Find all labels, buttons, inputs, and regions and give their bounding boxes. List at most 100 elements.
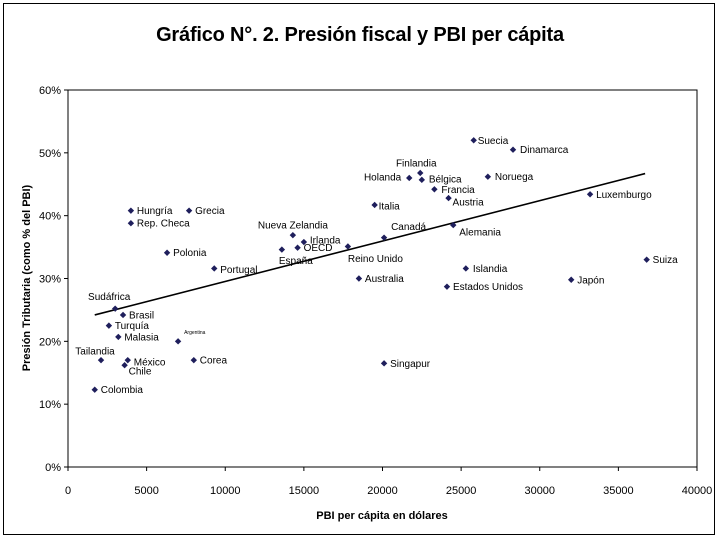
point-austria — [445, 194, 452, 202]
point-label-brasil: Brasil — [129, 310, 154, 321]
plot-border — [67, 89, 698, 468]
point-label-irlanda: Irlanda — [310, 236, 341, 247]
trendline — [94, 172, 646, 316]
point-islandia — [462, 265, 470, 272]
point-label-mexico: México — [134, 358, 166, 369]
point-label-espana: España — [279, 256, 313, 267]
point-label-oecd: OECD — [304, 243, 333, 254]
point-label-belgica: Bélgica — [429, 174, 462, 185]
point-label-tailandia: Tailandia — [75, 347, 115, 358]
point-noruega — [484, 173, 492, 180]
x-tick-label: 20000 — [367, 485, 398, 497]
point-alemania — [450, 221, 457, 229]
x-tick-label: 5000 — [134, 485, 158, 497]
point-dinamarca — [509, 146, 517, 153]
y-tick-label: 60% — [39, 85, 61, 97]
point-canada — [380, 234, 388, 241]
point-suecia — [470, 137, 477, 144]
x-tick-label: 40000 — [682, 485, 713, 497]
point-belgica — [418, 176, 426, 184]
point-label-reino-unido: Reino Unido — [348, 254, 403, 265]
x-tick-label: 35000 — [603, 485, 634, 497]
point-label-singapur: Singapur — [390, 359, 431, 370]
point-irlanda — [300, 238, 308, 246]
point-chile — [121, 362, 128, 369]
point-label-dinamarca: Dinamarca — [520, 145, 569, 156]
point-singapur — [380, 360, 388, 367]
point-label-polonia: Polonia — [173, 248, 207, 259]
point-label-argentina: Argentina — [184, 330, 206, 336]
point-sudafrica — [111, 305, 119, 312]
y-tick-label: 50% — [39, 148, 61, 160]
point-espana — [278, 246, 286, 253]
y-tick-label: 20% — [39, 336, 61, 348]
point-colombia — [91, 386, 98, 393]
point-label-canada: Canadá — [391, 222, 426, 233]
point-label-colombia: Colombia — [101, 385, 144, 396]
point-label-islandia: Islandia — [473, 264, 508, 275]
point-suiza — [643, 256, 650, 263]
point-brasil — [119, 311, 127, 319]
point-turquia — [105, 322, 113, 329]
point-label-corea: Corea — [200, 356, 228, 367]
x-tick-label: 15000 — [289, 485, 320, 497]
point-label-holanda: Holanda — [364, 172, 402, 183]
point-malasia — [115, 333, 122, 341]
plot-area — [67, 89, 698, 468]
point-label-japon: Japón — [577, 275, 604, 286]
point-polonia — [163, 249, 171, 256]
point-label-rep-checa: Rep. Checa — [137, 219, 190, 230]
point-argentina — [174, 338, 182, 345]
trendline-group — [94, 172, 646, 316]
x-axis-ticks: 0 5000 10000 15000 20000 25000 30000 35000 40000 — [65, 467, 712, 497]
point-label-malasia: Malasia — [124, 332, 159, 343]
point-label-finlandia: Finlandia — [396, 158, 437, 169]
x-axis-title: PBI per cápita en dólares — [316, 510, 447, 522]
point-label-australia: Australia — [365, 274, 404, 285]
y-tick-label: 0% — [45, 462, 61, 474]
point-label-chile: Chile — [129, 367, 152, 378]
y-axis-ticks: 0% 10% 20% 30% 40% 50% 60% — [39, 85, 68, 474]
point-label-sudafrica: Sudáfrica — [88, 292, 131, 303]
point-label-turquia: Turquía — [115, 321, 150, 332]
point-luxemburgo — [586, 191, 594, 198]
point-label-suecia: Suecia — [478, 136, 509, 147]
point-label-estados-unidos: Estados Unidos — [453, 282, 523, 293]
chart-title: Gráfico N°. 2. Presión fiscal y PBI per … — [156, 24, 564, 46]
point-label-hungria: Hungría — [137, 206, 173, 217]
x-tick-label: 25000 — [446, 485, 477, 497]
y-tick-label: 30% — [39, 274, 61, 286]
point-label-austria: Austria — [453, 198, 485, 209]
point-tailandia — [97, 356, 105, 364]
point-label-luxemburgo: Luxemburgo — [596, 190, 652, 201]
y-tick-label: 40% — [39, 211, 61, 223]
point-label-nueva-zelandia: Nueva Zelandia — [258, 221, 328, 232]
point-estados-unidos — [443, 283, 451, 290]
point-oecd — [294, 244, 301, 251]
x-tick-label: 10000 — [210, 485, 241, 497]
point-label-noruega: Noruega — [495, 172, 534, 183]
point-rep-checa — [127, 220, 135, 227]
y-axis-title: Presión Tributaria (como % del PBI) — [21, 184, 33, 371]
point-holanda — [406, 174, 413, 182]
point-label-francia: Francia — [441, 185, 475, 196]
point-australia — [355, 275, 363, 282]
point-italia — [371, 201, 378, 209]
point-label-italia: Italia — [379, 201, 401, 212]
point-hungria — [127, 207, 135, 214]
point-portugal — [211, 265, 218, 272]
point-japon — [568, 276, 575, 283]
point-francia — [431, 186, 438, 193]
x-tick-label: 30000 — [524, 485, 555, 497]
x-tick-label: 0 — [65, 485, 71, 497]
point-reino-unido — [344, 243, 352, 250]
point-finlandia — [417, 169, 424, 177]
point-label-suiza: Suiza — [653, 255, 678, 266]
point-label-portugal: Portugal — [220, 265, 257, 276]
point-label-alemania: Alemania — [459, 228, 501, 239]
point-label-grecia: Grecia — [195, 206, 225, 217]
point-mexico — [124, 356, 131, 364]
point-nueva-zelandia — [289, 231, 297, 239]
point-corea — [190, 356, 197, 364]
